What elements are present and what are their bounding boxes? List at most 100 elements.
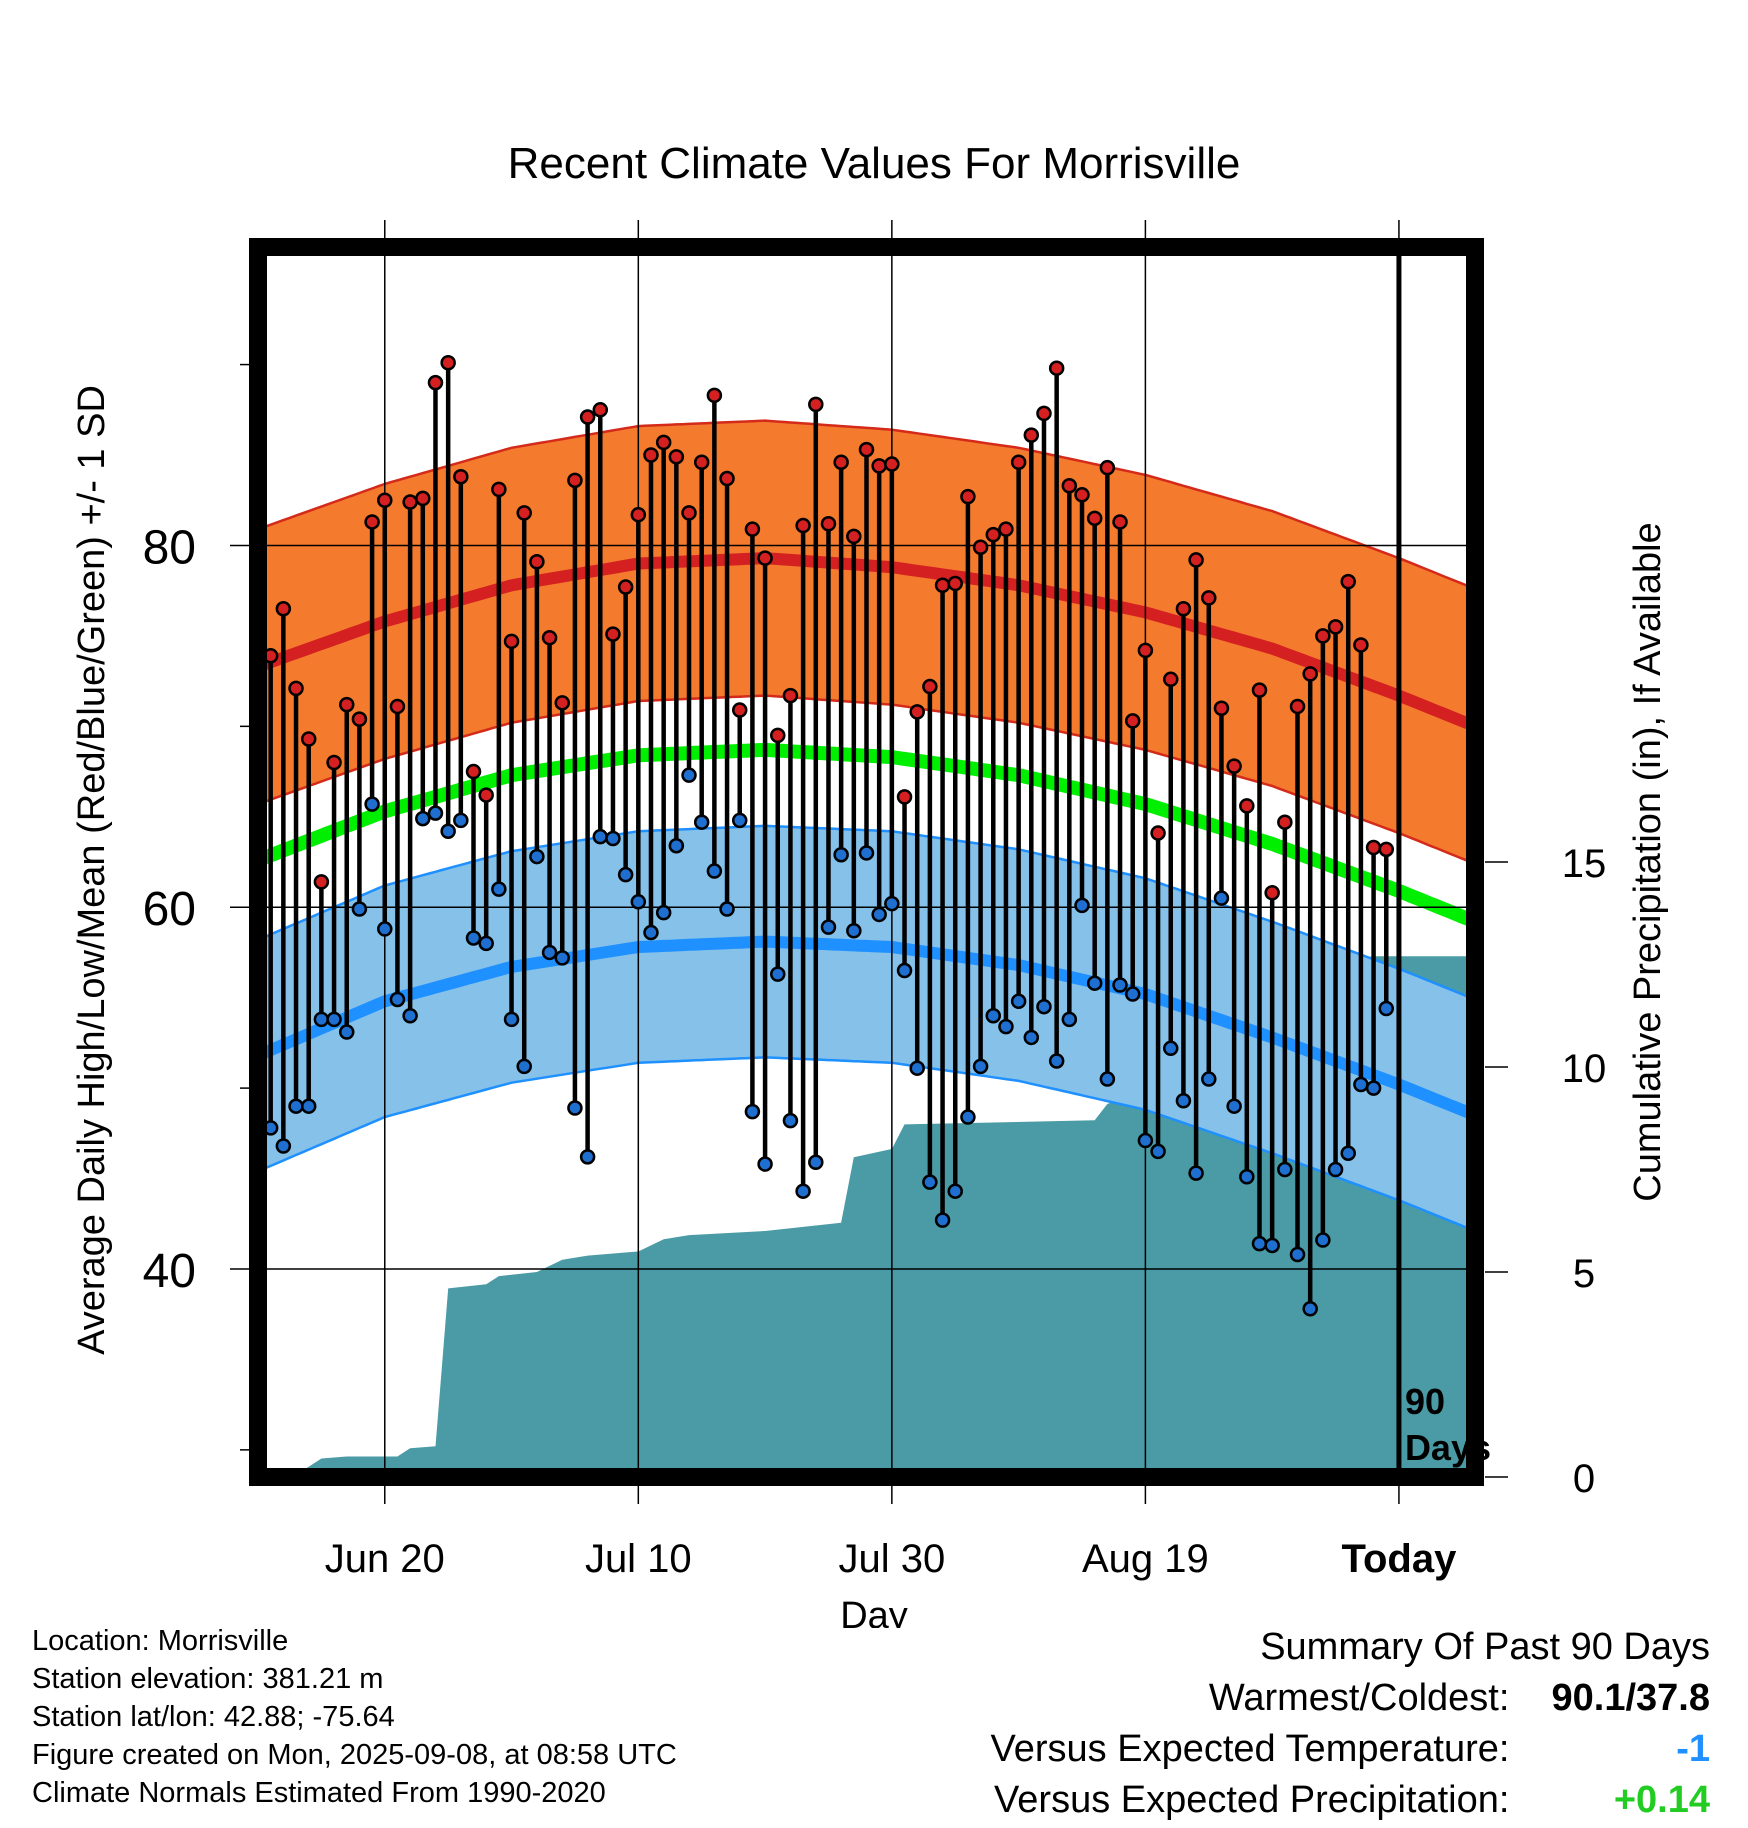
daily-low-point (858, 845, 875, 861)
warm-cold-label: Warmest/Coldest: (1208, 1677, 1510, 1719)
daily-low-point (313, 1011, 330, 1028)
daily-high-point (465, 763, 482, 780)
daily-low-point (947, 1183, 963, 1199)
daily-low-point (1048, 1053, 1065, 1069)
daily-high-point (744, 521, 761, 537)
daily-low-point (1289, 1246, 1306, 1263)
daily-low-point (1251, 1235, 1268, 1252)
daily-low-point (1150, 1143, 1166, 1160)
daily-low-point (998, 1018, 1014, 1035)
daily-low-point (592, 828, 609, 845)
daily-low-point (1226, 1098, 1242, 1114)
daily-low-point (605, 830, 621, 847)
daily-high-point (1378, 841, 1395, 858)
daily-low-point (820, 919, 837, 935)
daily-high-point (1213, 700, 1230, 716)
daily-high-point (947, 575, 963, 592)
daily-low-point (808, 1154, 824, 1171)
daily-low-point (1137, 1132, 1154, 1149)
summary-heading: Summary Of Past 90 Days (1260, 1626, 1710, 1668)
daily-high-point (985, 526, 1002, 543)
daily-low-point (465, 930, 482, 946)
daily-high-point (453, 468, 469, 485)
daily-high-point (300, 731, 317, 747)
daily-high-point (960, 488, 976, 505)
daily-high-point (1188, 552, 1204, 568)
daily-low-point (377, 921, 393, 937)
daily-high-point (579, 409, 596, 425)
daily-high-point (364, 514, 380, 530)
daily-low-point (795, 1183, 811, 1199)
daily-low-point (1201, 1071, 1217, 1087)
daily-high-point (643, 447, 659, 463)
daily-high-point (808, 396, 824, 413)
daily-low-point (1124, 986, 1141, 1002)
daily-high-point (1086, 510, 1103, 527)
daily-low-point (440, 823, 456, 839)
daily-low-point (453, 812, 469, 829)
daily-low-point (1315, 1232, 1331, 1248)
daily-low-point (1340, 1145, 1356, 1161)
daily-high-point (909, 704, 925, 720)
daily-low-point (1277, 1161, 1293, 1178)
summary-panel: Summary Of Past 90 Days Warmest/Coldest:… (991, 1622, 1710, 1826)
daily-high-point (288, 680, 304, 697)
daily-high-point (1099, 459, 1116, 476)
daily-high-point (1112, 514, 1128, 530)
daily-high-point (415, 490, 431, 507)
daily-low-point (1264, 1237, 1280, 1254)
daily-high-point (313, 874, 330, 890)
daily-low-point (364, 796, 380, 812)
y2-axis-label: Cumulative Precipitation (in), If Availa… (1627, 522, 1669, 1201)
daily-low-point (681, 767, 697, 783)
daily-high-point (1036, 405, 1052, 422)
daily-high-point (782, 687, 799, 704)
x-tick-label: Today (1342, 1537, 1458, 1581)
daily-high-point (1340, 573, 1356, 590)
x-tick-label: Jul 30 (838, 1537, 945, 1581)
daily-high-point (402, 494, 418, 510)
daily-high-point (719, 470, 735, 487)
daily-low-point (541, 944, 558, 961)
daily-low-point (1365, 1080, 1382, 1096)
daily-high-point (1277, 814, 1293, 830)
daily-high-point (846, 528, 862, 545)
daily-high-point (896, 789, 913, 805)
daily-high-point (554, 695, 570, 711)
daily-low-point (972, 1058, 989, 1075)
daily-low-point (1213, 890, 1230, 906)
daily-low-point (833, 847, 849, 863)
y2-tick-label: 10 (1562, 1047, 1607, 1091)
daily-high-point (1327, 619, 1344, 635)
y-tick-label: 80 (143, 521, 196, 574)
daily-high-point (1302, 666, 1318, 682)
x-tick-label: Jun 20 (325, 1537, 445, 1581)
y2-tick-label: 5 (1573, 1252, 1595, 1296)
daily-high-point (529, 553, 545, 570)
daily-high-point (1353, 637, 1369, 653)
daily-low-point (782, 1112, 799, 1129)
daily-low-point (1327, 1161, 1344, 1178)
daily-high-point (1124, 713, 1141, 729)
daily-low-point (1036, 998, 1052, 1015)
daily-high-point (1239, 798, 1255, 814)
daily-high-point (491, 481, 507, 498)
daily-low-point (1086, 975, 1103, 991)
daily-high-point (1315, 628, 1331, 644)
precip-value: +0.14 (1613, 1779, 1710, 1821)
daily-high-point (516, 505, 532, 521)
daily-high-point (998, 521, 1014, 537)
daily-high-point (427, 374, 444, 391)
created-text: Figure created on Mon, 2025-09-08, at 08… (32, 1739, 677, 1771)
daily-low-point (744, 1103, 761, 1120)
normals-text: Climate Normals Estimated From 1990-2020 (32, 1777, 606, 1809)
daily-low-point (846, 922, 862, 939)
y-tick-label: 40 (143, 1245, 196, 1298)
daily-high-point (770, 727, 786, 744)
warm-cold-row: Warmest/Coldest: 90.1/37.8 (991, 1673, 1710, 1724)
latlon-text: Station lat/lon: 42.88; -75.64 (32, 1701, 395, 1733)
daily-high-point (871, 458, 887, 474)
daily-low-point (617, 866, 634, 883)
temp-value: -1 (1676, 1728, 1710, 1770)
